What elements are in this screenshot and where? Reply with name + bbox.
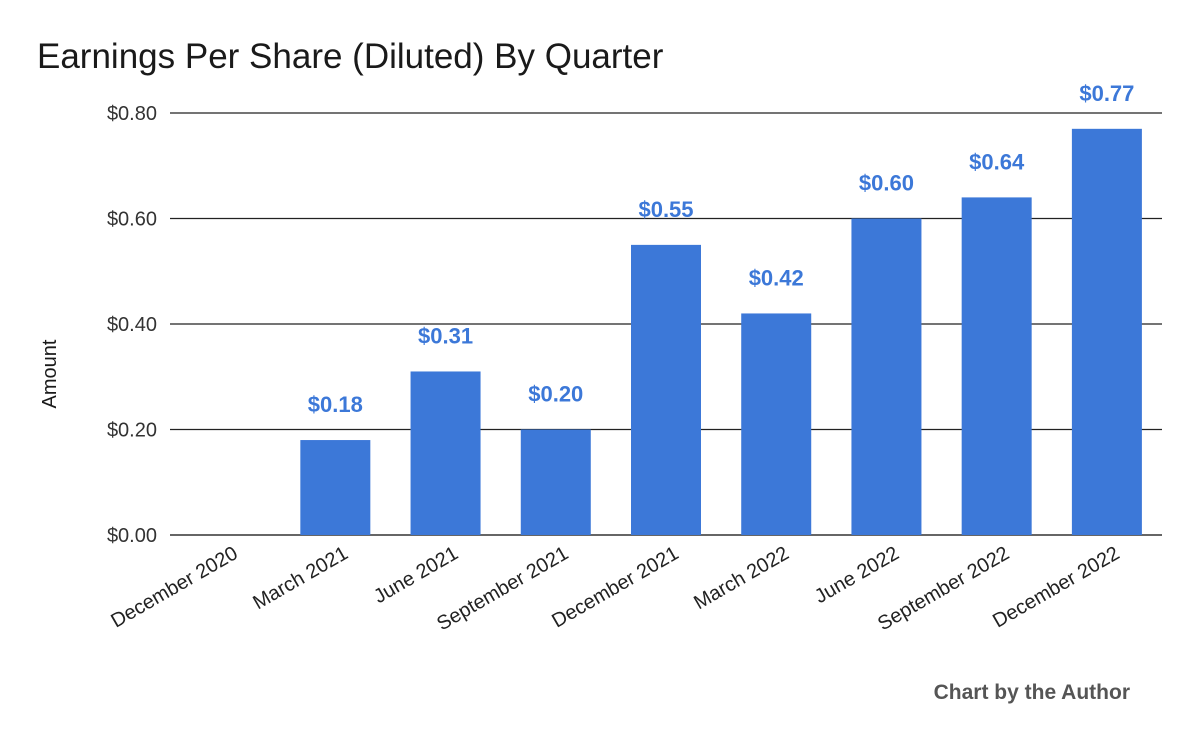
y-tick-label: $0.80 [107,103,157,125]
data-label: $0.31 [418,323,473,348]
x-tick-label: March 2022 [690,542,792,614]
y-tick-label: $0.20 [107,420,157,442]
data-label: $0.55 [638,197,693,222]
bar [961,197,1032,535]
y-axis-tick-labels: $0.00 $0.20 $0.40 $0.60 $0.80 [107,103,157,547]
y-tick-label: $0.00 [107,525,157,547]
chart-title: Earnings Per Share (Diluted) By Quarter [37,37,664,76]
bar [520,429,591,535]
x-tick-label: June 2021 [370,542,462,608]
bar [741,313,812,535]
data-label: $0.77 [1079,81,1134,106]
bar [631,244,701,535]
x-tick-label: December 2020 [107,542,241,632]
x-tick-label: June 2022 [811,542,903,608]
data-label: $0.42 [749,265,804,290]
x-tick-label: March 2021 [249,542,351,614]
bar [851,218,922,535]
y-axis-title: Amount [39,339,61,408]
x-axis-category-labels: December 2020 March 2021 June 2021Septembe… [107,542,1123,635]
data-label: $0.20 [528,382,583,407]
bar [300,440,371,535]
data-label: $0.60 [859,171,914,196]
bar [410,371,481,535]
y-tick-label: $0.60 [107,209,157,231]
data-label: $0.64 [969,149,1025,174]
bars [300,128,1142,535]
chart-credit: Chart by the Author [934,681,1130,704]
bar [1071,128,1142,535]
data-labels: $0.18 $0.31 $0.20 $0.55 $0.42 $0.60 $0.64 $0.77 [308,81,1135,417]
data-label: $0.18 [308,392,363,417]
y-tick-label: $0.40 [107,314,157,336]
